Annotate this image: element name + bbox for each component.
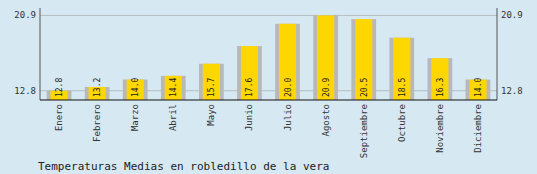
bar — [203, 64, 220, 100]
bar — [317, 15, 334, 100]
x-tick-label: Abril — [168, 104, 178, 131]
data-label: 14.0 — [131, 78, 140, 97]
bar-shadow — [237, 46, 262, 100]
y-tick-label: 20.9 — [14, 10, 36, 20]
x-tick-label: Noviembre — [435, 104, 445, 153]
x-tick-label: Julio — [283, 104, 293, 131]
x-tick-label: Agosto — [321, 104, 331, 137]
x-tick-label: Junio — [244, 104, 254, 131]
x-tick-label: Mayo — [206, 104, 216, 126]
bar — [241, 46, 258, 100]
y-axis-line — [40, 8, 41, 100]
data-label: 16.3 — [436, 78, 445, 97]
data-label: 13.2 — [93, 78, 102, 97]
data-label: 20.0 — [284, 78, 293, 97]
bar-shadow — [161, 76, 186, 100]
bar-shadow — [313, 15, 338, 100]
data-label: 15.7 — [207, 78, 216, 97]
grid-line — [40, 15, 497, 16]
data-label: 20.5 — [360, 78, 369, 97]
x-tick-label: Febrero — [92, 104, 102, 142]
data-label: 18.5 — [398, 78, 407, 97]
x-tick-label: Septiembre — [359, 104, 369, 158]
x-tick-label: Diciembre — [473, 104, 483, 153]
data-label: 12.8 — [55, 78, 64, 97]
data-label: 14.4 — [169, 78, 178, 97]
bar-shadow — [389, 38, 414, 100]
y-tick-label: 12.8 — [14, 86, 36, 96]
x-tick-label: Octubre — [397, 104, 407, 142]
bar-shadow — [199, 64, 224, 100]
x-tick-label: Marzo — [130, 104, 140, 131]
data-label: 20.9 — [322, 78, 331, 97]
y2-tick-label: 12.8 — [501, 86, 523, 96]
y2-tick-label: 20.9 — [501, 10, 523, 20]
bar — [279, 24, 296, 100]
chart-container: 12.8 13.2 14.0 14.4 15.7 17.6 20.0 20.9 20.5 18.5… — [0, 0, 537, 174]
bar — [165, 76, 182, 100]
data-label: 17.6 — [245, 78, 254, 97]
bars — [47, 15, 491, 100]
bar — [431, 58, 448, 100]
chart-svg: 12.8 13.2 14.0 14.4 15.7 17.6 20.0 20.9 20.5 18.5… — [0, 0, 537, 174]
x-axis-line — [40, 99, 497, 100]
y2-axis-line — [497, 8, 498, 100]
bar — [355, 19, 372, 100]
bar-shadow — [427, 58, 452, 100]
title: Temperaturas Medias en robledillo de la … — [38, 160, 329, 173]
x-tick-label: Enero — [54, 104, 64, 131]
bar-shadow — [351, 19, 376, 100]
bar-shadow — [275, 24, 300, 100]
bar — [393, 38, 410, 100]
data-label: 14.0 — [474, 78, 483, 97]
